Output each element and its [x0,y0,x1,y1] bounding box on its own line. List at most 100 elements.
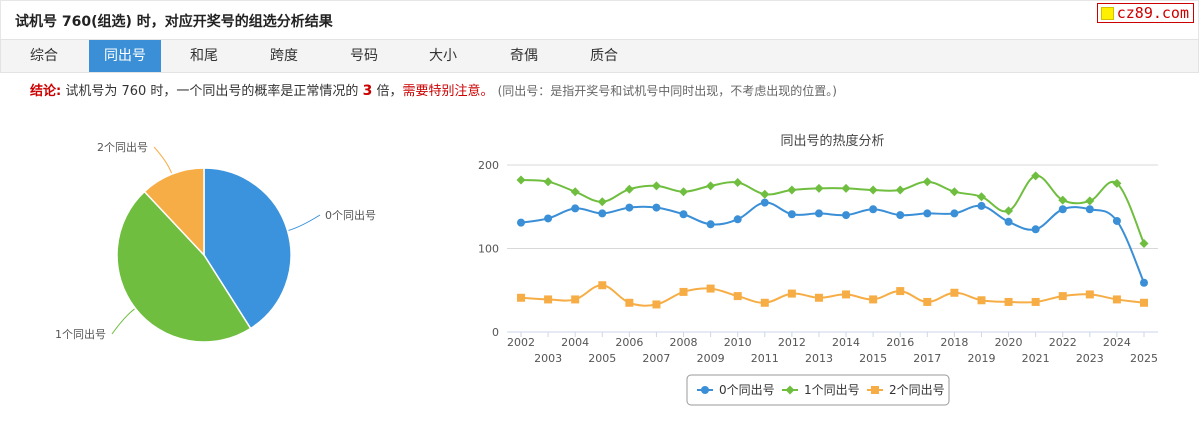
x-tick-label: 2008 [670,336,698,349]
x-tick-label: 2016 [886,336,914,349]
data-point [1112,295,1121,304]
x-tick-label: 2002 [507,336,535,349]
data-point [922,177,932,187]
tab-tongchuhao[interactable]: 同出号 [89,40,161,72]
tab-zhihe[interactable]: 质合 [590,48,618,64]
x-tick-label: 2015 [859,352,887,365]
y-tick-label: 100 [478,243,499,256]
data-point [787,185,797,195]
data-point [760,198,769,207]
data-point [760,189,770,199]
data-point [1112,178,1122,188]
x-tick-label: 2010 [724,336,752,349]
x-tick-label: 2004 [561,336,589,349]
data-point [733,215,742,224]
x-tick-label: 2014 [832,336,860,349]
brand-badge[interactable]: cz89.com [1096,3,1194,23]
x-tick-label: 2007 [642,352,670,365]
data-point [625,298,634,307]
x-tick-label: 2019 [967,352,995,365]
series-1 [516,171,1149,248]
data-point [977,296,986,305]
header-bar: 试机号 760(组选) 时，对应开奖号的组选分析结果 cz89.com [0,0,1199,39]
pie-label-connector [153,146,173,174]
conclusion-warning: 需要特别注意。 [402,84,494,99]
data-point [544,214,553,223]
x-tick-label: 2012 [778,336,806,349]
data-point [598,209,607,218]
chart-title: 同出号的热度分析 [780,133,884,149]
data-point [1085,205,1094,214]
x-tick-label: 2018 [940,336,968,349]
line-chart: 同出号的热度分析01002002002200320042005200620072… [478,133,1158,406]
conclusion-text: 试机号为 760 时，一个同出号的概率是正常情况的 [65,84,359,99]
legend-label: 1个同出号 [804,383,860,397]
data-point [571,204,580,213]
data-point [597,197,607,207]
tab-bar: 综合 同出号 和尾 跨度 号码 大小 奇偶 质合 [0,39,1199,73]
data-point [1004,297,1013,306]
data-point [570,187,580,197]
data-point [679,287,688,296]
brand-square-icon [1100,6,1114,20]
data-point [787,289,796,298]
data-point [706,220,715,229]
y-tick-label: 200 [478,159,499,172]
series-0 [517,198,1148,287]
legend-label: 0个同出号 [719,383,775,397]
pie-slice [143,167,205,257]
data-point [1031,225,1040,234]
pie-label: 2个同出号 [97,140,148,154]
data-point [868,185,878,195]
x-tick-label: 2022 [1049,336,1077,349]
legend-marker [785,385,795,395]
data-point [842,290,851,299]
data-point [652,300,661,309]
legend-marker [871,386,879,394]
data-point [733,292,742,301]
pie-label: 1个同出号 [55,327,106,341]
data-point [950,209,959,218]
x-tick-label: 2025 [1130,352,1158,365]
data-point [706,284,715,293]
tab-zonghe[interactable]: 综合 [30,48,58,64]
data-point [1031,297,1040,306]
data-point [841,183,851,193]
x-tick-label: 2017 [913,352,941,365]
x-tick-label: 2009 [697,352,725,365]
data-point [896,211,905,220]
data-point [624,184,634,194]
data-point [651,181,661,191]
data-point [544,295,553,304]
data-point [1031,171,1041,181]
data-point [625,203,634,212]
data-point [1004,217,1013,226]
data-point [679,187,689,197]
data-point [1058,205,1067,214]
data-point [1058,195,1068,205]
data-point [923,209,932,218]
data-point [1004,206,1014,216]
data-point [814,183,824,193]
legend: 0个同出号 1个同出号 2个同出号 [686,374,950,406]
tab-hewei[interactable]: 和尾 [190,48,218,64]
tab-haoma[interactable]: 号码 [350,48,378,64]
x-tick-label: 2020 [995,336,1023,349]
data-point [842,211,851,220]
tab-kuadu[interactable]: 跨度 [270,48,298,64]
conclusion-note: (同出号：是指开奖号和试机号中同时出现，不考虑出现的位置。) [497,84,837,98]
data-point [949,187,959,197]
legend-marker [701,386,709,394]
legend-box [686,374,950,406]
conclusion-line: 结论: 试机号为 760 时，一个同出号的概率是正常情况的 3 倍，需要特别注意… [30,80,837,99]
tab-daxiao[interactable]: 大小 [429,48,457,64]
x-tick-label: 2003 [534,352,562,365]
data-point [706,181,716,191]
data-point [1140,278,1148,287]
x-tick-label: 2011 [751,352,779,365]
conclusion-multiple: 3 [362,83,373,99]
pie-slice [116,190,252,343]
data-point [1139,238,1149,248]
data-point [543,177,553,187]
tab-jiou[interactable]: 奇偶 [510,48,538,64]
